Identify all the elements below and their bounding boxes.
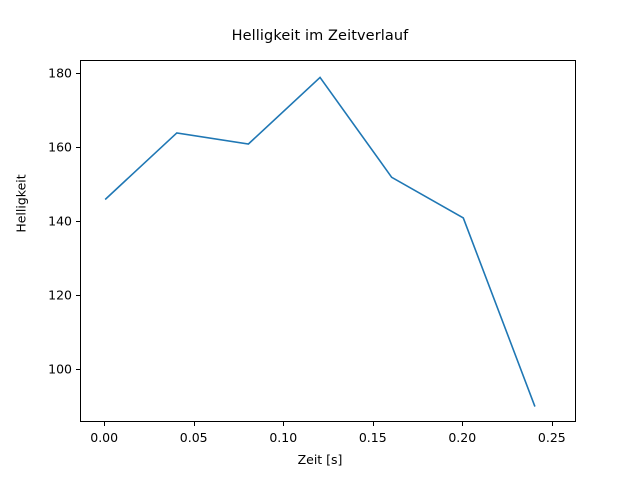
- y-tick-label: 100: [48, 361, 72, 377]
- x-tick-label: 0.20: [448, 430, 477, 445]
- x-tick-label: 0.10: [269, 430, 298, 445]
- y-tick-label: 140: [48, 213, 72, 229]
- data-line-helligkeit: [104, 76, 536, 407]
- plot-area: [80, 60, 576, 422]
- x-tick-label: 0.25: [537, 430, 566, 445]
- x-tick-label: 0.15: [358, 430, 387, 445]
- chart-title: Helligkeit im Zeitverlauf: [231, 28, 409, 44]
- x-tick-label: 0.05: [179, 430, 208, 445]
- x-axis-label: Zeit [s]: [297, 452, 343, 467]
- x-tick-label: 0.00: [90, 430, 119, 445]
- y-tick-label: 160: [48, 139, 72, 155]
- y-tick-label: 180: [48, 65, 72, 81]
- line-series-svg: [104, 76, 536, 407]
- y-axis-label: Helligkeit: [13, 174, 29, 233]
- y-tick-label: 120: [48, 287, 72, 303]
